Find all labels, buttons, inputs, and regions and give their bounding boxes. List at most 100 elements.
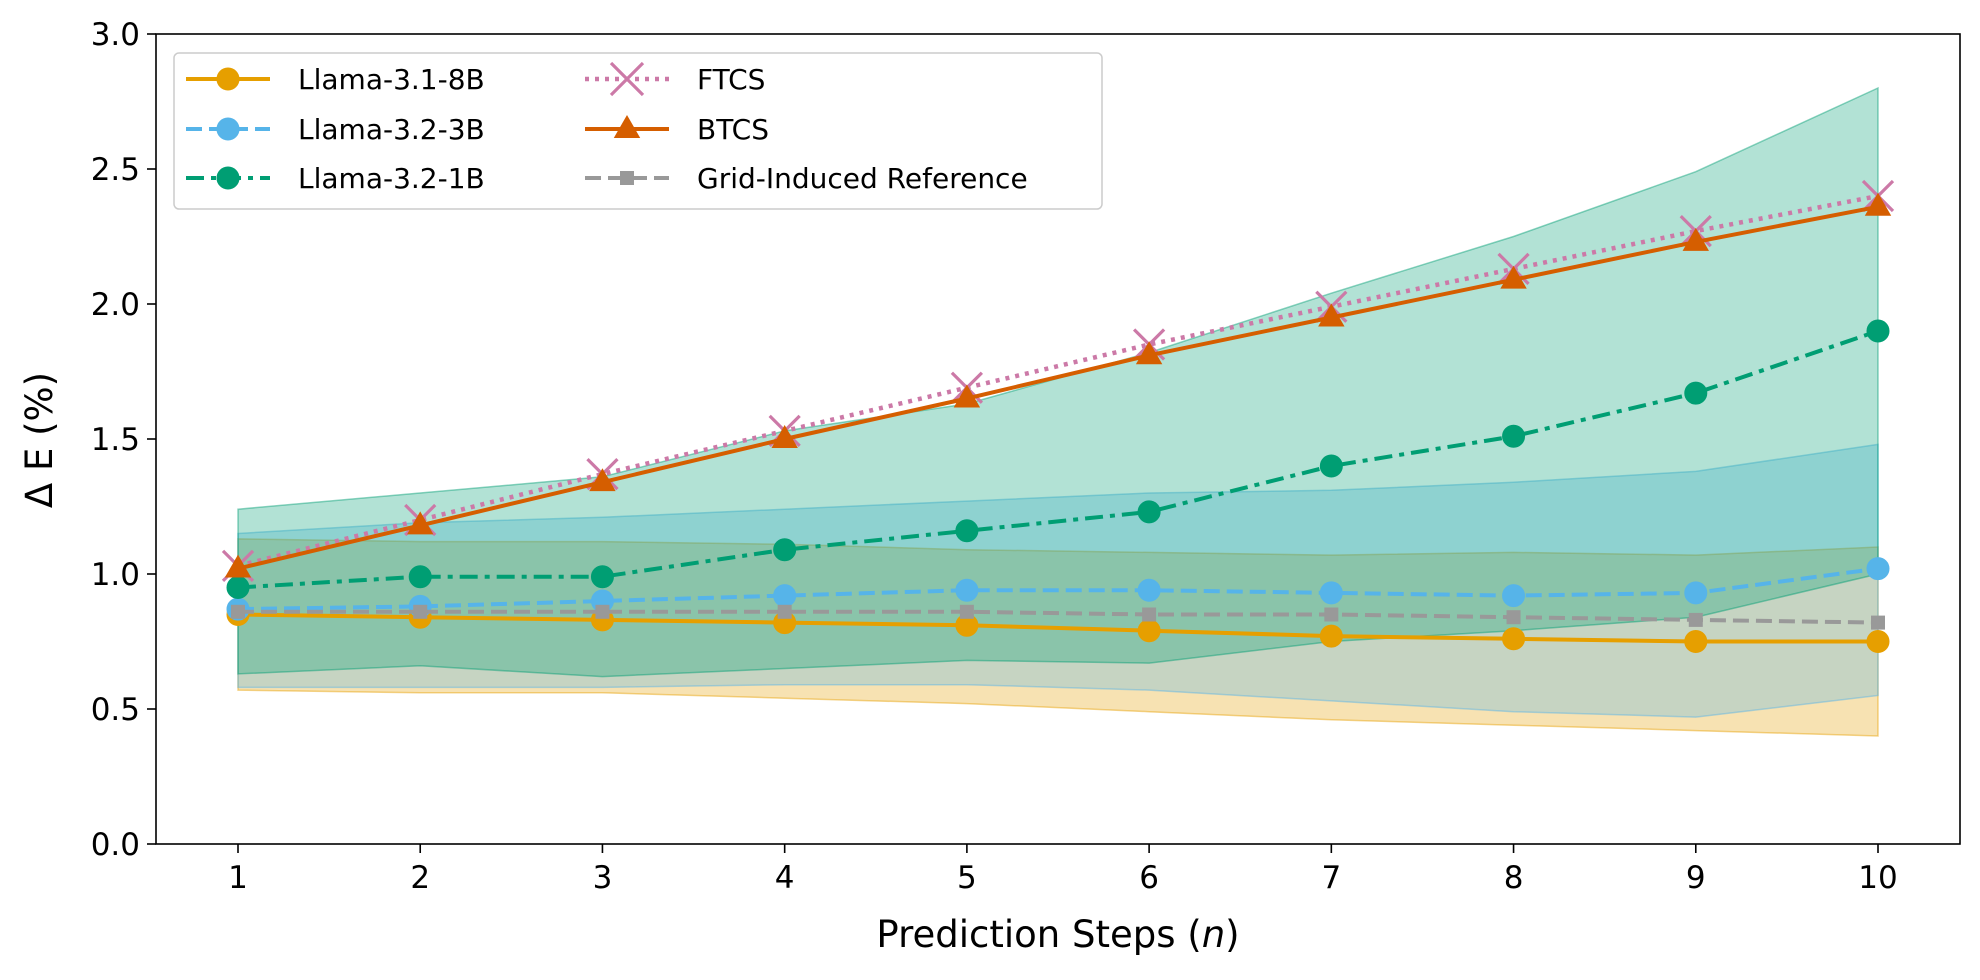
point-llama-3-2-1b-4 — [773, 538, 797, 562]
x-tick-label: 9 — [1686, 860, 1706, 896]
legend-label: Llama-3.2-1B — [298, 162, 485, 195]
point-btcs-5 — [953, 384, 981, 408]
y-tick-label: 1.0 — [91, 557, 140, 593]
point-llama-3-1-8b-9 — [1684, 630, 1708, 653]
y-tick-label: 1.5 — [91, 422, 140, 458]
x-axis-label-text: Prediction Steps — [876, 913, 1175, 956]
legend-label: Llama-3.1-8B — [298, 63, 485, 96]
legend-label: Grid-Induced Reference — [697, 162, 1028, 195]
point-grid-induced-reference-5 — [959, 604, 974, 619]
point-llama-3-2-1b-10 — [1866, 319, 1890, 343]
legend-marker — [613, 114, 641, 138]
x-tick-label: 2 — [410, 860, 430, 896]
point-btcs-9 — [1682, 227, 1709, 251]
legend-item-btcs: BTCS — [585, 113, 769, 146]
x-tick-label: 7 — [1321, 860, 1341, 896]
y-tick-label: 2.0 — [91, 287, 140, 323]
point-llama-3-2-1b-1 — [226, 576, 250, 599]
point-llama-3-2-1b-2 — [408, 565, 432, 589]
series-llama-3-2-1b — [226, 319, 1890, 599]
point-llama-3-2-3b-7 — [1319, 581, 1343, 605]
line-llama-3-2-1b — [237, 329, 1879, 590]
point-llama-3-2-3b-5 — [955, 578, 979, 602]
legend-item-ftcs: FTCS — [585, 61, 765, 97]
legend-marker — [216, 117, 240, 141]
x-axis-label-close-paren: ) — [1225, 913, 1239, 956]
y-axis-label: Δ E (%) — [18, 372, 61, 508]
legend-item-llama-3-2-1b: Llama-3.2-1B — [186, 162, 485, 195]
point-btcs-7 — [1318, 303, 1345, 327]
y-tick-label: 0.0 — [91, 827, 140, 863]
legend-label: BTCS — [697, 113, 769, 146]
point-btcs-1 — [224, 554, 252, 578]
point-grid-induced-reference-9 — [1688, 612, 1703, 627]
legend-item-grid-induced-reference: Grid-Induced Reference — [585, 162, 1028, 195]
x-tick-label: 10 — [1858, 860, 1897, 896]
x-axis-label: Prediction Steps (n) — [876, 913, 1239, 956]
point-llama-3-2-3b-4 — [773, 584, 797, 608]
legend-marker — [620, 171, 634, 185]
legend-label: FTCS — [697, 63, 765, 96]
legend-item-llama-3-1-8b: Llama-3.1-8B — [186, 63, 485, 96]
x-tick-label: 6 — [1139, 860, 1159, 896]
y-tick-label: 2.5 — [91, 152, 140, 188]
y-axis-ticks: 0.0 0.5 1.0 1.5 2.0 2.5 3.0 — [91, 17, 156, 863]
series-btcs — [224, 192, 1892, 578]
point-llama-3-2-3b-9 — [1684, 581, 1708, 605]
point-llama-3-1-8b-7 — [1319, 624, 1343, 648]
line-btcs — [237, 204, 1879, 571]
confidence-bands — [237, 86, 1879, 737]
series-lines — [221, 179, 1895, 653]
y-tick-label: 3.0 — [91, 17, 140, 53]
point-grid-induced-reference-6 — [1142, 607, 1157, 622]
point-btcs-10 — [1864, 192, 1892, 216]
band-llama-3-2-3b-band — [237, 443, 1879, 718]
point-llama-3-2-1b-3 — [590, 565, 614, 589]
point-llama-3-1-8b-10 — [1866, 630, 1890, 653]
x-tick-label: 8 — [1504, 860, 1524, 896]
legend-marker — [216, 166, 240, 190]
point-llama-3-2-3b-6 — [1137, 578, 1161, 602]
point-llama-3-2-1b-6 — [1137, 500, 1161, 524]
point-llama-3-2-1b-5 — [955, 519, 979, 543]
point-llama-3-2-1b-8 — [1502, 424, 1526, 448]
x-tick-label: 5 — [957, 860, 977, 896]
line-grid-induced-reference — [238, 609, 1879, 625]
legend-label: Llama-3.2-3B — [298, 113, 485, 146]
point-btcs-4 — [771, 424, 798, 448]
point-llama-3-2-3b-8 — [1502, 584, 1526, 608]
x-tick-label: 4 — [775, 860, 795, 896]
point-grid-induced-reference-1 — [231, 604, 245, 619]
point-btcs-3 — [589, 468, 616, 492]
line-llama-3-2-3b — [237, 566, 1879, 612]
point-llama-3-1-8b-8 — [1502, 627, 1526, 651]
legend-marker — [609, 61, 645, 97]
series-grid-induced-reference — [231, 604, 1885, 630]
point-llama-3-2-1b-7 — [1319, 454, 1343, 478]
x-axis-ticks: 1 2 3 4 5 6 7 8 9 10 — [228, 844, 1898, 896]
legend-marker — [216, 67, 240, 91]
x-axis-label-variable: n — [1202, 913, 1225, 956]
x-tick-label: 3 — [593, 860, 613, 896]
band-llama-3-1-8b-band — [237, 538, 1879, 737]
y-tick-label: 0.5 — [91, 692, 140, 728]
legend: Llama-3.1-8B Llama-3.2-3B Llama-3.2-1B FTCS… — [173, 52, 1103, 210]
point-btcs-6 — [1135, 341, 1163, 365]
x-axis-label-open-paren: ( — [1176, 913, 1202, 956]
point-llama-3-2-1b-9 — [1684, 381, 1708, 405]
point-grid-induced-reference-7 — [1324, 607, 1339, 622]
point-grid-induced-reference-3 — [595, 604, 610, 619]
point-btcs-2 — [407, 511, 434, 535]
point-grid-induced-reference-8 — [1506, 610, 1521, 625]
legend-item-llama-3-2-3b: Llama-3.2-3B — [186, 113, 485, 146]
line-ftcs — [237, 193, 1879, 569]
point-grid-induced-reference-10 — [1871, 615, 1885, 630]
point-llama-3-2-3b-10 — [1866, 557, 1890, 581]
x-tick-label: 1 — [228, 860, 248, 896]
point-btcs-8 — [1500, 265, 1527, 289]
point-grid-induced-reference-4 — [777, 604, 792, 619]
line-llama-3-1-8b — [237, 612, 1878, 644]
point-llama-3-1-8b-6 — [1137, 619, 1161, 643]
point-grid-induced-reference-2 — [413, 604, 428, 619]
